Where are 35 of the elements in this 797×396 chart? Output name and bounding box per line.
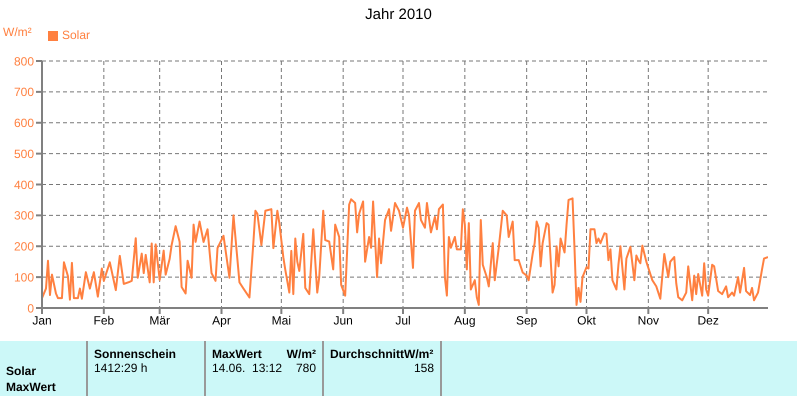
y-tick-label: 400 bbox=[14, 178, 34, 192]
text: Solar bbox=[6, 363, 38, 379]
chart-title: Jahr 2010 bbox=[364, 6, 433, 23]
x-tick-label: Feb bbox=[93, 314, 114, 328]
x-tick-label: Jun bbox=[333, 314, 353, 328]
x-tick-label: Okt bbox=[577, 314, 596, 328]
x-tick-label: Mai bbox=[272, 314, 292, 328]
y-tick-label: 600 bbox=[14, 116, 34, 130]
x-tick-label: Jul bbox=[395, 314, 411, 328]
text: 14.06. 13:12 bbox=[212, 361, 282, 375]
x-tick-label: Aug bbox=[454, 314, 476, 328]
text: 158 bbox=[412, 361, 434, 375]
x-tick-label: Sep bbox=[516, 314, 538, 328]
x-tick-label: Nov bbox=[638, 314, 659, 328]
y-tick-label: 300 bbox=[14, 208, 34, 223]
y-tick-label: 800 bbox=[14, 54, 34, 68]
legend-label: Solar bbox=[62, 28, 90, 42]
line-series bbox=[42, 197, 768, 306]
y-axis-title: W/m² bbox=[3, 25, 32, 39]
text: 1412:29 h bbox=[94, 361, 148, 375]
text: MaxWert bbox=[212, 347, 262, 361]
x-tick-label: Mär bbox=[149, 314, 170, 328]
y-tick-label: 100 bbox=[14, 270, 34, 284]
y-tick-label: 200 bbox=[14, 240, 34, 254]
text: DurchschnittW/m² bbox=[330, 347, 434, 361]
text: Sonnenschein bbox=[94, 347, 178, 361]
y-tick-label: 0 bbox=[27, 301, 34, 316]
y-tick-label: 500 bbox=[14, 146, 34, 161]
x-tick-label: Jan bbox=[32, 314, 52, 328]
text: W/m² bbox=[286, 347, 316, 361]
text: 780 bbox=[296, 361, 316, 375]
x-tick-label: Dez bbox=[697, 314, 719, 328]
y-tick-label: 700 bbox=[14, 85, 34, 100]
text: MaxWert bbox=[6, 379, 57, 395]
x-tick-label: Apr bbox=[212, 314, 231, 328]
